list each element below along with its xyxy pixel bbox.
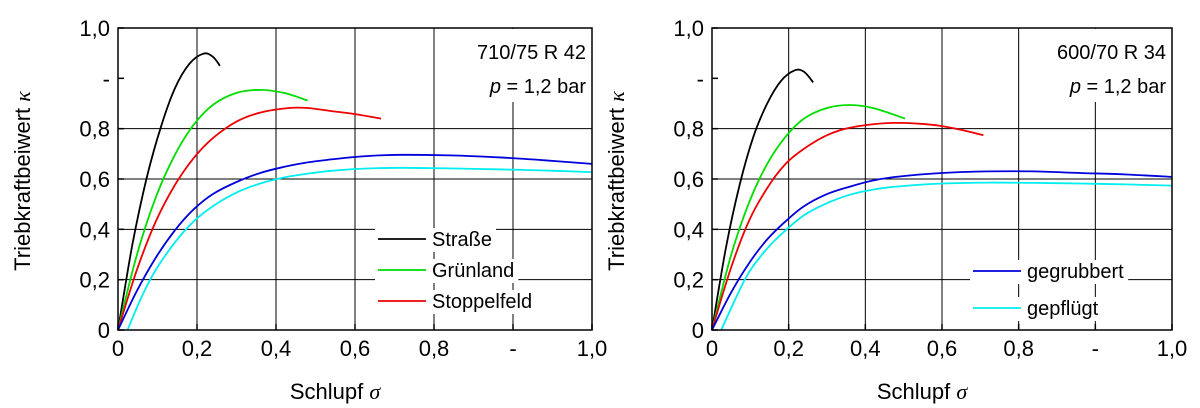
y-tick-label: 0,2: [673, 268, 704, 293]
legend-label: gegrubbert: [1027, 261, 1124, 283]
x-axis-title: Schlupf σ: [877, 379, 969, 404]
annotation-backing: [1053, 29, 1171, 102]
y-tick-label: 1,0: [673, 16, 704, 41]
y-tick-label: 0: [98, 318, 110, 343]
x-tick-label: 1,0: [1157, 336, 1188, 361]
series-line-gepflügt: [720, 181, 1173, 331]
annotation-backing: [473, 29, 591, 102]
annotation-pressure-label: p = 1,2 bar: [1069, 76, 1167, 98]
x-tick-label: 0,4: [850, 336, 881, 361]
y-tick-label: 0,6: [79, 167, 110, 192]
legend-backing: [970, 297, 1103, 321]
x-tick-label: 0,8: [1003, 336, 1034, 361]
x-tick-label: 0,2: [773, 336, 804, 361]
legend-backing: [375, 228, 497, 252]
legend-label: Straße: [432, 229, 492, 251]
legend-label: Grünland: [432, 260, 514, 282]
series-line-curve-2: [711, 104, 906, 331]
x-axis-title: Schlupf σ: [290, 379, 382, 404]
x-tick-label: 0,6: [927, 336, 958, 361]
y-tick-label: 0,8: [673, 117, 704, 142]
series-line-stoppelfeld: [117, 106, 382, 331]
y-axis-title: Triebkraftbeiwert κ: [10, 91, 35, 271]
legend-label: gepflügt: [1027, 298, 1099, 320]
y-tick-label: 0,4: [79, 217, 110, 242]
legend-backing: [970, 260, 1129, 284]
legend-backing: [375, 259, 519, 283]
x-tick-label: 0,4: [261, 336, 292, 361]
series-line-curve-1: [711, 68, 814, 331]
annotation-pressure-label: p = 1,2 bar: [489, 76, 587, 98]
y-tick-label: 1,0: [79, 16, 110, 41]
series-line-curve-4: [117, 153, 593, 331]
chart-panel-1: 710/75 R 42 p = 1,2 bar Straße Grünland Stop…: [10, 16, 607, 404]
annotation-tire-label: 600/70 R 34: [1057, 42, 1166, 64]
x-tick-label: -: [1092, 336, 1099, 361]
annotation-tire-label: 710/75 R 42: [477, 42, 586, 64]
y-axis-title: Triebkraftbeiwert κ: [604, 91, 629, 271]
x-tick-label: 0,8: [419, 336, 450, 361]
x-tick-label: 0,6: [340, 336, 371, 361]
series-line-curve-3: [711, 121, 984, 331]
y-tick-label: 0,2: [79, 268, 110, 293]
y-tick-label: 0,6: [673, 167, 704, 192]
y-tick-label: 0,8: [79, 117, 110, 142]
x-tick-label: 0,2: [182, 336, 213, 361]
legend-backing: [375, 290, 537, 314]
series-line-straße: [117, 52, 221, 331]
series-line-gegrubbert: [711, 170, 1173, 331]
legend-label: Stoppelfeld: [432, 291, 532, 313]
x-tick-label: -: [509, 336, 516, 361]
y-tick-label: -: [103, 66, 110, 91]
y-tick-label: 0: [692, 318, 704, 343]
series-line-curve-5: [126, 166, 593, 331]
x-tick-label: 0: [112, 336, 124, 361]
x-tick-label: 1,0: [577, 336, 608, 361]
y-tick-label: 0,4: [673, 217, 704, 242]
series-line-grünland: [117, 88, 308, 331]
y-tick-label: -: [697, 66, 704, 91]
chart-panel-2: 600/70 R 34 p = 1,2 bar gegrubbert gepflügt…: [604, 16, 1187, 404]
x-tick-label: 0: [706, 336, 718, 361]
